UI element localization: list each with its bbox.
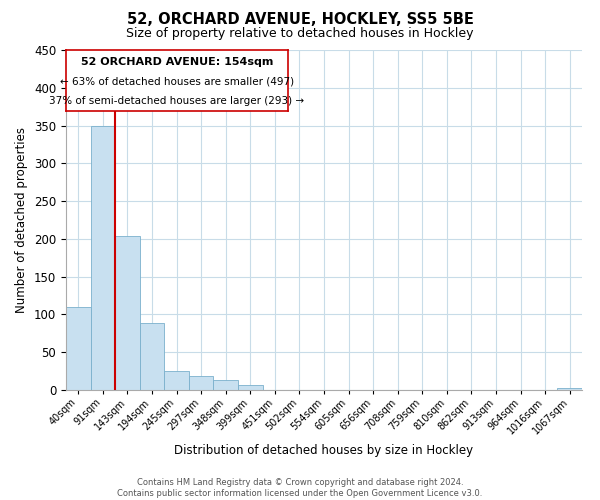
Bar bbox=[164, 371, 189, 390]
Text: Size of property relative to detached houses in Hockley: Size of property relative to detached ho… bbox=[126, 28, 474, 40]
Text: 37% of semi-detached houses are larger (293) →: 37% of semi-detached houses are larger (… bbox=[49, 96, 305, 106]
Text: 52 ORCHARD AVENUE: 154sqm: 52 ORCHARD AVENUE: 154sqm bbox=[81, 57, 273, 67]
Bar bbox=[189, 376, 214, 390]
Bar bbox=[66, 307, 91, 390]
Y-axis label: Number of detached properties: Number of detached properties bbox=[16, 127, 28, 313]
Text: ← 63% of detached houses are smaller (497): ← 63% of detached houses are smaller (49… bbox=[60, 77, 294, 87]
Bar bbox=[214, 380, 238, 390]
Bar bbox=[115, 236, 140, 390]
Bar bbox=[140, 323, 164, 390]
Bar bbox=[238, 384, 263, 390]
Bar bbox=[557, 388, 582, 390]
Text: Contains HM Land Registry data © Crown copyright and database right 2024.
Contai: Contains HM Land Registry data © Crown c… bbox=[118, 478, 482, 498]
Text: 52, ORCHARD AVENUE, HOCKLEY, SS5 5BE: 52, ORCHARD AVENUE, HOCKLEY, SS5 5BE bbox=[127, 12, 473, 28]
X-axis label: Distribution of detached houses by size in Hockley: Distribution of detached houses by size … bbox=[175, 444, 473, 458]
Bar bbox=[91, 126, 115, 390]
